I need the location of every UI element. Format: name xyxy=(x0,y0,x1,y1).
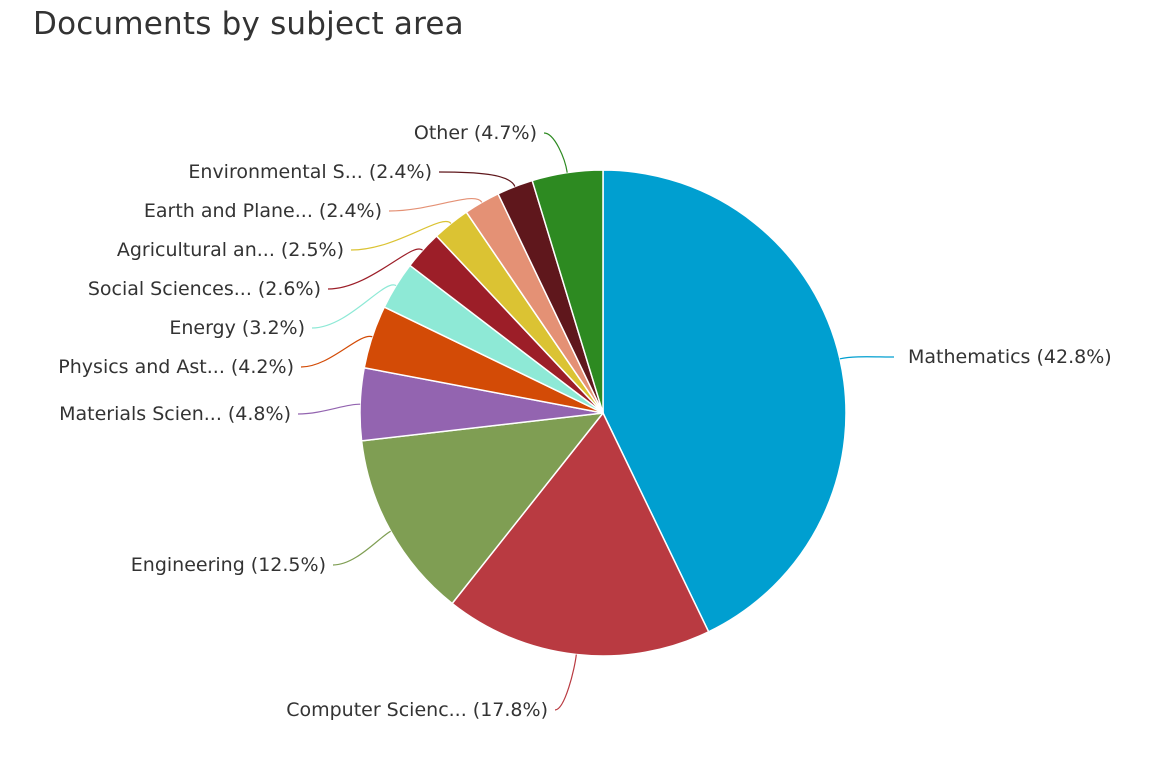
slice-label-engineering: Engineering (12.5%) xyxy=(131,554,326,576)
slice-label-social-sciences: Social Sciences... (2.6%) xyxy=(88,278,321,300)
slice-label-earth-and-plane: Earth and Plane... (2.4%) xyxy=(144,200,382,222)
leader-lines xyxy=(297,132,895,711)
leader-line-agricultural-an xyxy=(350,221,452,251)
pie-slice-mathematics[interactable] xyxy=(602,169,847,633)
slice-label-environmental-s: Environmental S... (2.4%) xyxy=(188,161,432,183)
leader-line-materials-scien xyxy=(297,403,361,415)
slice-label-energy: Energy (3.2%) xyxy=(169,317,305,339)
leader-line-environmental-s xyxy=(438,171,516,187)
leader-line-earth-and-plane xyxy=(388,198,483,212)
slice-label-computer-scienc: Computer Scienc... (17.8%) xyxy=(286,699,548,721)
slice-label-other: Other (4.7%) xyxy=(414,122,537,144)
leader-line-physics-and-ast xyxy=(300,335,373,368)
pie-slice-engineering[interactable] xyxy=(360,412,604,605)
leader-line-energy xyxy=(311,284,397,329)
pie-slices xyxy=(359,169,847,657)
slice-label-mathematics: Mathematics (42.8%) xyxy=(908,346,1112,368)
slice-label-physics-and-ast: Physics and Ast... (4.2%) xyxy=(58,356,294,378)
chart-title: Documents by subject area xyxy=(33,6,464,42)
slice-label-agricultural-an: Agricultural an... (2.5%) xyxy=(117,239,344,261)
leader-line-computer-scienc xyxy=(554,654,577,711)
leader-line-other xyxy=(543,132,568,173)
leader-line-social-sciences xyxy=(327,248,424,290)
slice-label-materials-scien: Materials Scien... (4.8%) xyxy=(59,403,291,425)
leader-line-engineering xyxy=(332,530,391,566)
leader-line-mathematics xyxy=(839,356,895,360)
slice-labels: Mathematics (42.8%) Computer Scienc... (1… xyxy=(58,122,1111,721)
pie-slice-computer-scienc[interactable] xyxy=(451,412,710,657)
